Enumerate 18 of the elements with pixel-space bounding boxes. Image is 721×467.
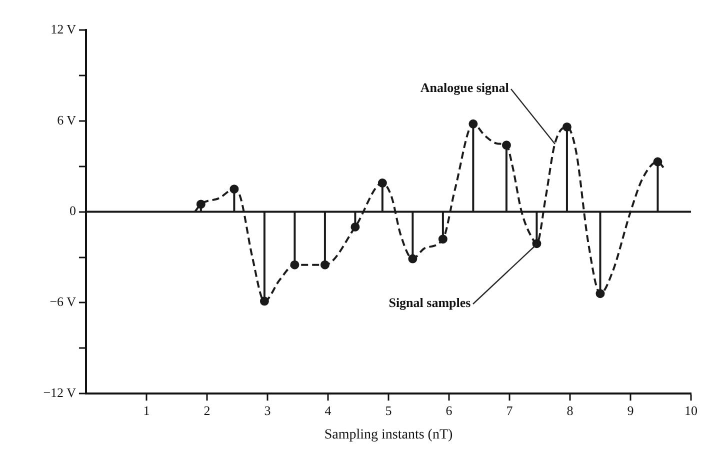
x-tick-label: 10 [684,402,698,418]
x-tick-label: 7 [506,402,514,418]
x-tick-label: 5 [385,402,392,418]
x-tick-label: 4 [324,402,332,418]
x-tick-label: 8 [566,402,574,418]
x-tick-label: 2 [204,402,210,418]
y-tick-label: 6 V [57,112,77,128]
annotation: Signal samples [388,294,471,310]
x-tick-label: 3 [264,402,271,418]
x-tick-label: 9 [627,402,634,418]
y-tick-label: 12 V [50,21,77,36]
y-tick-label: 0 [69,203,76,218]
x-tick-label: 6 [446,402,453,418]
annotation: Analogue signal [420,80,510,95]
y-tick-label: −12 V [43,385,77,400]
y-tick-label: −6 V [50,294,77,310]
x-axis-title: Sampling instants (nT) [324,427,453,442]
x-tick-label: 1 [143,402,150,418]
